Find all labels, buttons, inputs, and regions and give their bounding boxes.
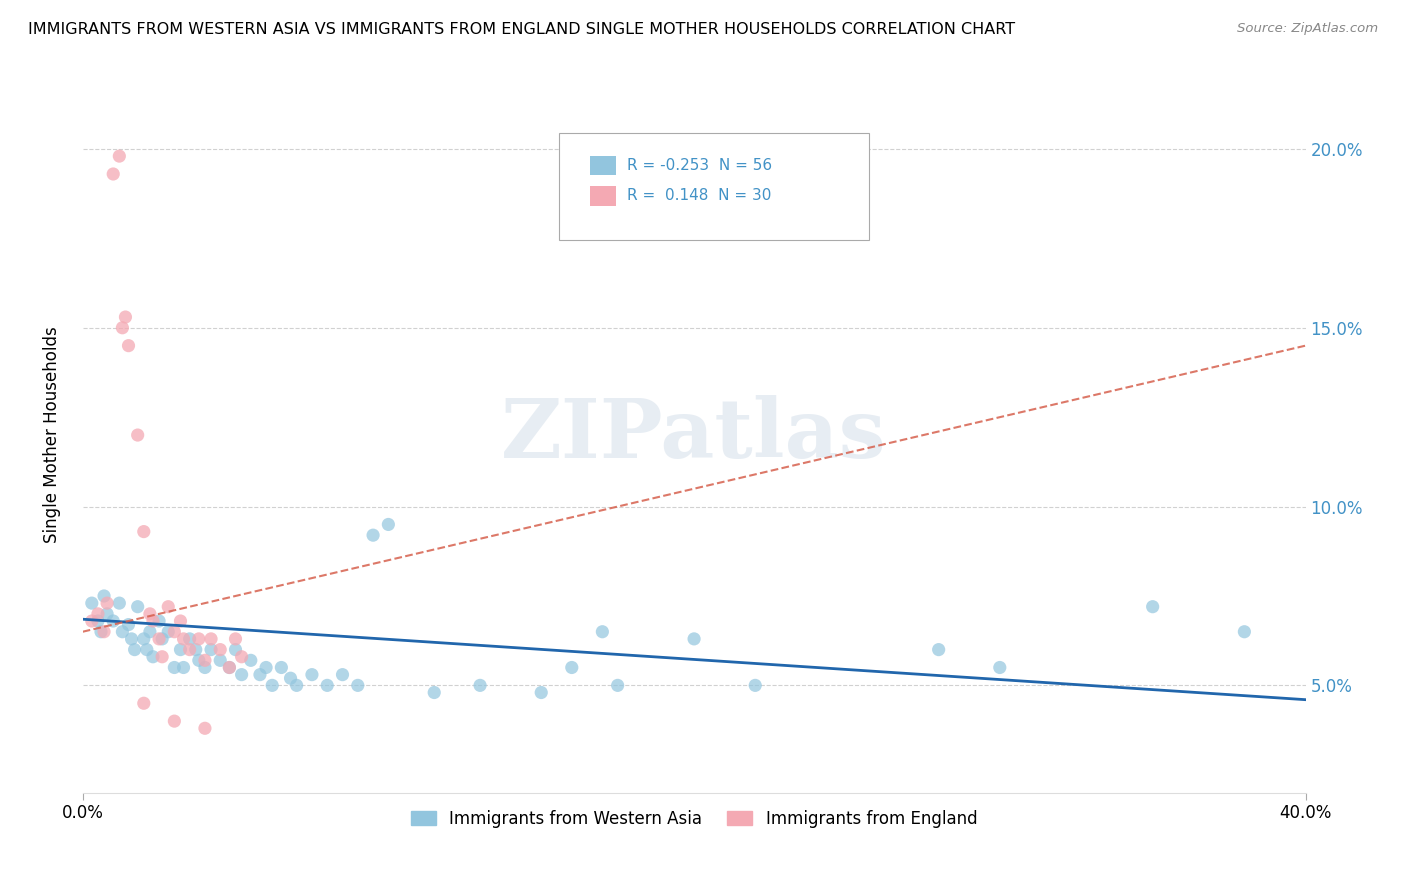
Point — [209, 642, 232, 657]
Point — [111, 624, 134, 639]
Point — [262, 678, 284, 692]
Point — [561, 660, 583, 674]
Point — [121, 632, 143, 646]
Legend: Immigrants from Western Asia, Immigrants from England: Immigrants from Western Asia, Immigrants… — [405, 803, 984, 834]
Point — [93, 589, 115, 603]
Point — [744, 678, 766, 692]
Point — [361, 528, 384, 542]
Point — [218, 660, 240, 674]
Point — [169, 642, 191, 657]
Point — [108, 596, 131, 610]
Text: R =  0.148  N = 30: R = 0.148 N = 30 — [627, 188, 772, 203]
Point — [683, 632, 706, 646]
Point — [187, 653, 209, 667]
Point — [157, 624, 180, 639]
Y-axis label: Single Mother Households: Single Mother Households — [44, 326, 60, 543]
Point — [114, 310, 136, 324]
Point — [249, 667, 271, 681]
Point — [93, 624, 115, 639]
Point — [124, 642, 146, 657]
Point — [135, 642, 157, 657]
Point — [108, 149, 131, 163]
Point — [142, 614, 165, 628]
Point — [127, 428, 149, 442]
Point — [346, 678, 368, 692]
Point — [530, 685, 553, 699]
Point — [87, 607, 110, 621]
Point — [150, 649, 173, 664]
Point — [163, 660, 186, 674]
Point — [117, 338, 139, 352]
Point — [173, 660, 195, 674]
Point — [1142, 599, 1164, 614]
Point — [127, 599, 149, 614]
Point — [157, 599, 180, 614]
Point — [179, 642, 201, 657]
Point — [132, 696, 155, 710]
Point — [163, 714, 186, 728]
Point — [184, 642, 207, 657]
Point — [96, 596, 118, 610]
Point — [423, 685, 446, 699]
Point — [200, 632, 222, 646]
Point — [1233, 624, 1256, 639]
Point — [377, 517, 399, 532]
Point — [150, 632, 173, 646]
Point — [173, 632, 195, 646]
Point — [254, 660, 277, 674]
Point — [231, 667, 253, 681]
Point — [80, 614, 103, 628]
Point — [169, 614, 191, 628]
Point — [132, 524, 155, 539]
Point — [139, 624, 162, 639]
Point — [988, 660, 1011, 674]
Point — [87, 614, 110, 628]
Text: R = -0.253  N = 56: R = -0.253 N = 56 — [627, 158, 772, 173]
Point — [103, 614, 125, 628]
Point — [231, 649, 253, 664]
Point — [96, 607, 118, 621]
Point — [209, 653, 232, 667]
Point — [606, 678, 628, 692]
Point — [111, 320, 134, 334]
Point — [132, 632, 155, 646]
Point — [139, 607, 162, 621]
Point — [163, 624, 186, 639]
Point — [194, 653, 217, 667]
Point — [218, 660, 240, 674]
Point — [117, 617, 139, 632]
Point — [187, 632, 209, 646]
Point — [148, 632, 170, 646]
Point — [103, 167, 125, 181]
Text: IMMIGRANTS FROM WESTERN ASIA VS IMMIGRANTS FROM ENGLAND SINGLE MOTHER HOUSEHOLDS: IMMIGRANTS FROM WESTERN ASIA VS IMMIGRAN… — [28, 22, 1015, 37]
Text: Source: ZipAtlas.com: Source: ZipAtlas.com — [1237, 22, 1378, 36]
Text: ZIPatlas: ZIPatlas — [502, 395, 887, 475]
Point — [148, 614, 170, 628]
Point — [301, 667, 323, 681]
Point — [239, 653, 262, 667]
Point — [142, 649, 165, 664]
Point — [225, 642, 247, 657]
Point — [468, 678, 491, 692]
Point — [194, 721, 217, 735]
Point — [280, 671, 302, 685]
Point — [90, 624, 112, 639]
Point — [200, 642, 222, 657]
Point — [179, 632, 201, 646]
Point — [928, 642, 950, 657]
Point — [270, 660, 292, 674]
Point — [316, 678, 339, 692]
Point — [332, 667, 354, 681]
Point — [80, 596, 103, 610]
Point — [285, 678, 308, 692]
Point — [591, 624, 613, 639]
Point — [225, 632, 247, 646]
Point — [194, 660, 217, 674]
